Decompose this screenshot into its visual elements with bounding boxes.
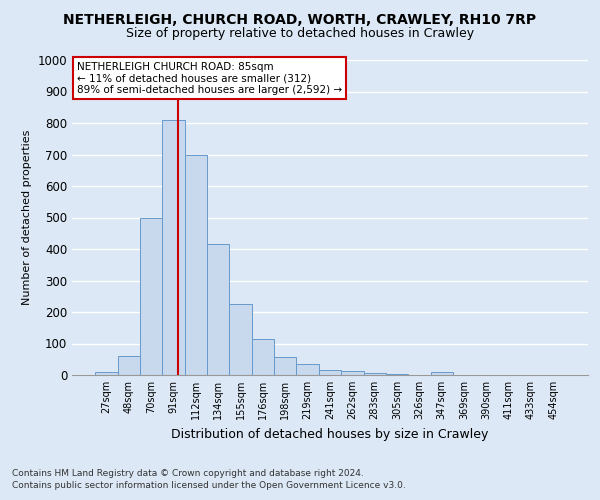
- Bar: [185, 154, 207, 375]
- Bar: [319, 370, 341, 375]
- Bar: [341, 371, 364, 375]
- Text: Size of property relative to detached houses in Crawley: Size of property relative to detached ho…: [126, 28, 474, 40]
- Bar: [274, 356, 296, 375]
- Bar: [296, 364, 319, 375]
- Bar: [118, 356, 140, 375]
- Bar: [163, 120, 185, 375]
- Bar: [207, 244, 229, 375]
- Bar: [364, 373, 386, 375]
- Text: Contains HM Land Registry data © Crown copyright and database right 2024.: Contains HM Land Registry data © Crown c…: [12, 468, 364, 477]
- Y-axis label: Number of detached properties: Number of detached properties: [22, 130, 32, 305]
- Bar: [140, 218, 163, 375]
- Bar: [386, 374, 408, 375]
- Bar: [95, 372, 118, 375]
- Text: Contains public sector information licensed under the Open Government Licence v3: Contains public sector information licen…: [12, 481, 406, 490]
- Bar: [229, 304, 252, 375]
- Bar: [252, 339, 274, 375]
- Bar: [431, 372, 453, 375]
- Text: NETHERLEIGH, CHURCH ROAD, WORTH, CRAWLEY, RH10 7RP: NETHERLEIGH, CHURCH ROAD, WORTH, CRAWLEY…: [64, 12, 536, 26]
- Text: NETHERLEIGH CHURCH ROAD: 85sqm
← 11% of detached houses are smaller (312)
89% of: NETHERLEIGH CHURCH ROAD: 85sqm ← 11% of …: [77, 62, 342, 95]
- X-axis label: Distribution of detached houses by size in Crawley: Distribution of detached houses by size …: [172, 428, 488, 440]
